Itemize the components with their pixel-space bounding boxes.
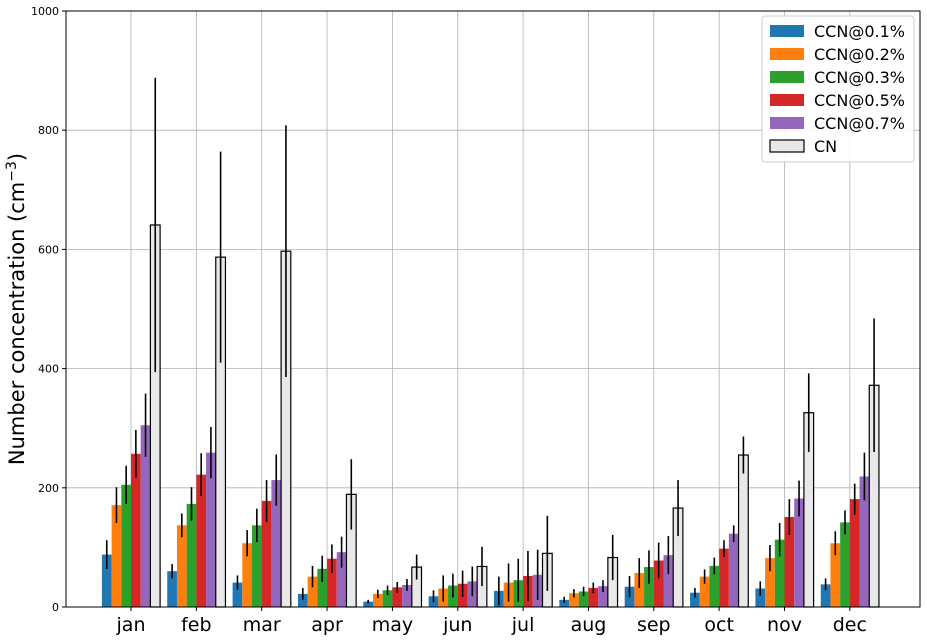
x-tick-label: dec	[833, 614, 867, 636]
bar	[186, 503, 197, 607]
y-axis-label-text: Number concentration (cm	[5, 182, 29, 465]
bar	[232, 582, 243, 607]
bars	[101, 224, 880, 608]
bar	[176, 525, 187, 607]
legend-swatch	[769, 139, 805, 153]
y-axis: 0 200 400 600 800 1000	[31, 5, 66, 614]
bar	[261, 500, 272, 607]
x-tick-label: aug	[571, 614, 607, 636]
bar	[363, 601, 373, 607]
error-bars	[105, 77, 875, 606]
bar	[569, 593, 579, 607]
y-tick-label: 200	[38, 482, 59, 495]
legend-swatch	[770, 25, 804, 37]
bar	[578, 591, 589, 607]
y-tick-label: 1000	[31, 5, 59, 18]
bar	[784, 517, 795, 607]
x-tick-label: jan	[116, 614, 146, 636]
y-axis-label: Number concentration (cm−3)	[4, 153, 29, 465]
x-tick-label: apr	[311, 614, 343, 636]
legend-swatch	[770, 117, 804, 129]
bar	[336, 552, 347, 607]
bar	[559, 599, 570, 607]
bar	[849, 499, 860, 607]
bar	[392, 587, 403, 607]
x-tick-label: feb	[181, 614, 211, 636]
bar	[206, 452, 216, 607]
bar	[820, 584, 831, 607]
bar	[317, 568, 328, 607]
bar	[382, 590, 393, 607]
x-tick-label: sep	[637, 614, 671, 636]
bar	[634, 573, 645, 607]
legend-label: CCN@0.3%	[814, 68, 905, 87]
bar	[252, 525, 262, 607]
x-tick-label: jul	[511, 614, 535, 636]
bar	[373, 593, 383, 607]
bar	[242, 543, 252, 607]
bar	[327, 558, 337, 607]
x-tick-label: jun	[442, 614, 472, 636]
bar	[196, 474, 207, 607]
bar	[663, 555, 674, 607]
bar	[402, 584, 412, 607]
bar	[644, 567, 654, 607]
bar	[859, 476, 870, 607]
legend: CCN@0.1% CCN@0.2% CCN@0.3% CCN@0.5% CCN@0.7%…	[761, 15, 915, 163]
bar	[830, 543, 841, 607]
bar	[167, 571, 177, 607]
y-tick-label: 800	[38, 124, 59, 137]
bar	[699, 576, 710, 607]
bar	[653, 560, 664, 607]
bar	[728, 533, 739, 607]
legend-label: CCN@0.2%	[814, 45, 905, 64]
x-tick-label: nov	[767, 614, 802, 636]
legend-swatch	[770, 71, 804, 83]
legend-label: CCN@0.5%	[814, 91, 905, 110]
bar	[131, 453, 141, 607]
bar	[271, 480, 282, 607]
legend-label: CCN@0.7%	[814, 114, 905, 133]
legend-label: CCN@0.1%	[814, 22, 905, 41]
bar	[709, 565, 720, 607]
bar	[774, 539, 785, 607]
bar	[111, 505, 122, 607]
legend-label: CN	[814, 137, 837, 156]
bar	[719, 548, 729, 607]
y-axis-label-exponent: −3	[4, 161, 20, 182]
bar	[121, 484, 131, 607]
legend-swatch	[770, 48, 804, 60]
bar	[690, 592, 700, 607]
bar	[765, 558, 775, 607]
bar	[794, 498, 804, 607]
bar	[755, 588, 766, 607]
y-tick-label: 400	[38, 363, 59, 376]
bar	[840, 522, 850, 607]
bar	[588, 587, 599, 607]
bar	[101, 554, 112, 607]
bar	[140, 425, 151, 607]
bar	[737, 454, 749, 608]
y-tick-label: 600	[38, 243, 59, 256]
y-tick-label: 0	[52, 601, 59, 614]
legend-swatch	[770, 94, 804, 106]
y-axis-label-close: )	[5, 153, 29, 161]
x-tick-label: oct	[704, 614, 734, 636]
x-axis: jan feb mar apr may jun jul aug sep oct nov dec	[116, 607, 867, 636]
bar	[297, 593, 308, 607]
bar	[307, 576, 318, 607]
x-tick-label: mar	[243, 614, 281, 636]
x-tick-label: may	[372, 614, 413, 636]
plot-frame	[65, 10, 921, 608]
bar	[598, 586, 608, 607]
